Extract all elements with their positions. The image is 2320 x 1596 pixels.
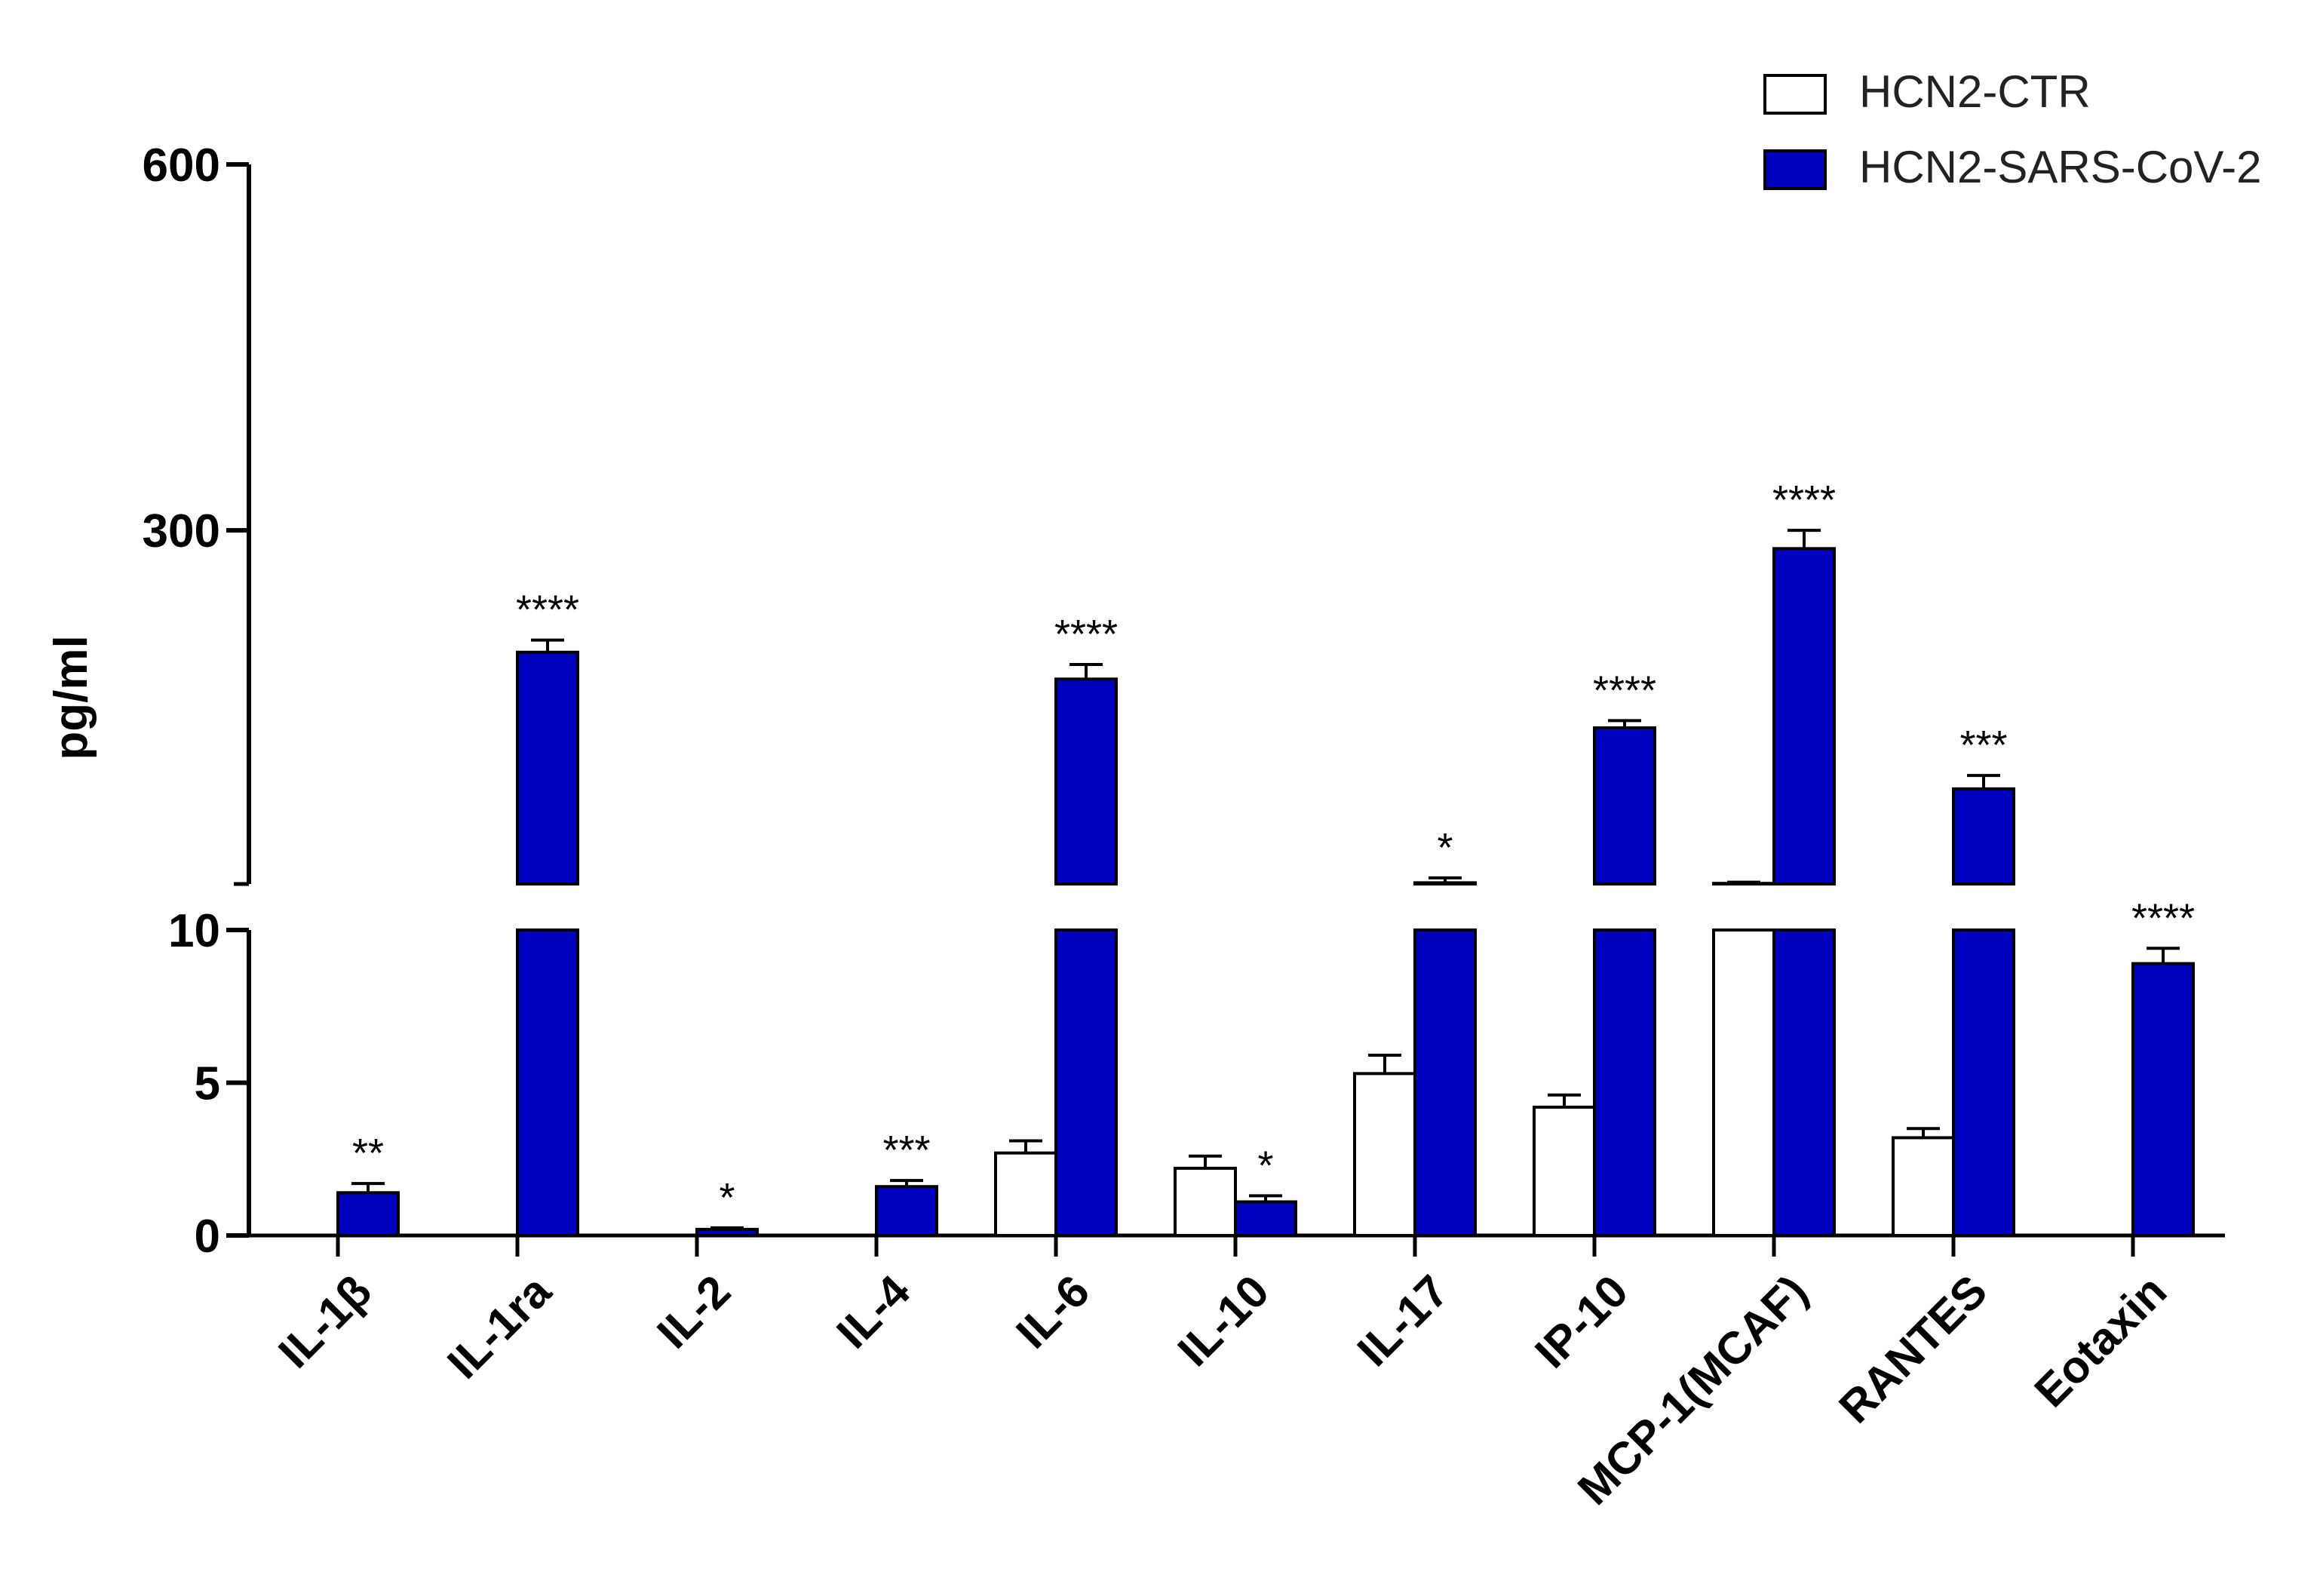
x-tick-label: RANTES: [1829, 1266, 1996, 1433]
legend-swatch: [1763, 149, 1827, 190]
bar-sars: [1952, 787, 2015, 885]
bar-ctr: [1892, 1136, 1955, 1238]
significance-label: ****: [1054, 612, 1118, 657]
bar-ctr: [1353, 1072, 1416, 1237]
significance-label: *: [1437, 825, 1453, 870]
x-tick-label: IL-6: [1006, 1266, 1099, 1358]
bar-sars-lower: [1593, 928, 1656, 1237]
legend: HCN2-CTR HCN2-SARS-CoV-2: [1763, 66, 2261, 192]
y-tick-label: 5: [195, 1058, 220, 1110]
legend-label: HCN2-CTR: [1859, 66, 2091, 117]
y-tick-label: 600: [143, 140, 220, 192]
y-tick-label: 300: [143, 505, 220, 557]
bar-ctr: [994, 1151, 1057, 1238]
legend-label: HCN2-SARS-CoV-2: [1859, 142, 2261, 192]
bar-sars: [875, 1185, 938, 1237]
bar-sars: [516, 650, 579, 885]
x-tick-label: IP-10: [1525, 1266, 1637, 1378]
bar-sars-lower: [516, 928, 579, 1237]
bars: [336, 529, 2195, 1238]
significance-label: ****: [516, 588, 579, 633]
x-tick-label: IL-1ra: [437, 1265, 560, 1388]
y-axis: 300 600 0 5 10 pg/ml: [45, 140, 251, 1263]
y-tick-label: 0: [195, 1211, 220, 1263]
bar-sars: [2131, 962, 2195, 1238]
x-axis: IL-1β IL-1ra IL-2 IL-4 IL-6 IL-10 IL-17 IP-10MC…: [249, 1233, 2225, 1515]
significance-label: *: [719, 1175, 735, 1220]
x-tick-label: IL-1β: [269, 1266, 381, 1378]
bar-ctr: [1533, 1105, 1596, 1238]
bar-ctr: [1174, 1166, 1237, 1238]
x-tick-label: IL-4: [827, 1265, 919, 1358]
bar-sars-lower: [1413, 928, 1477, 1237]
bar-sars: [1234, 1200, 1297, 1237]
significance-label: ***: [1959, 723, 2007, 768]
bar-sars: [695, 1227, 759, 1238]
significance-label: ***: [882, 1128, 930, 1173]
bar-sars: [336, 1191, 400, 1238]
y-tick-label: 10: [168, 905, 220, 957]
labels: *******************************: [352, 477, 2195, 1220]
legend-swatch: [1763, 74, 1827, 115]
significance-label: ****: [2131, 895, 2195, 941]
y-axis-label: pg/ml: [45, 635, 97, 760]
bar-ctr-lower: [1712, 928, 1775, 1237]
bar-sars-lower: [1054, 928, 1118, 1237]
x-tick-label: Eotaxin: [2025, 1266, 2177, 1417]
bar-sars: [1054, 677, 1118, 885]
bar-sars: [1772, 547, 1836, 885]
significance-label: ****: [1593, 668, 1656, 713]
x-tick-label: IL-17: [1348, 1266, 1458, 1376]
bar-sars-lower: [1772, 928, 1836, 1237]
x-tick-label: IL-10: [1168, 1266, 1278, 1376]
bar-sars: [1593, 726, 1656, 886]
bar-sars-lower: [1952, 928, 2015, 1237]
significance-label: *: [1257, 1143, 1273, 1188]
bar-sars: [1413, 881, 1477, 886]
x-tick-label: IL-2: [647, 1266, 740, 1358]
significance-label: ****: [1772, 477, 1836, 523]
significance-label: **: [352, 1131, 384, 1176]
